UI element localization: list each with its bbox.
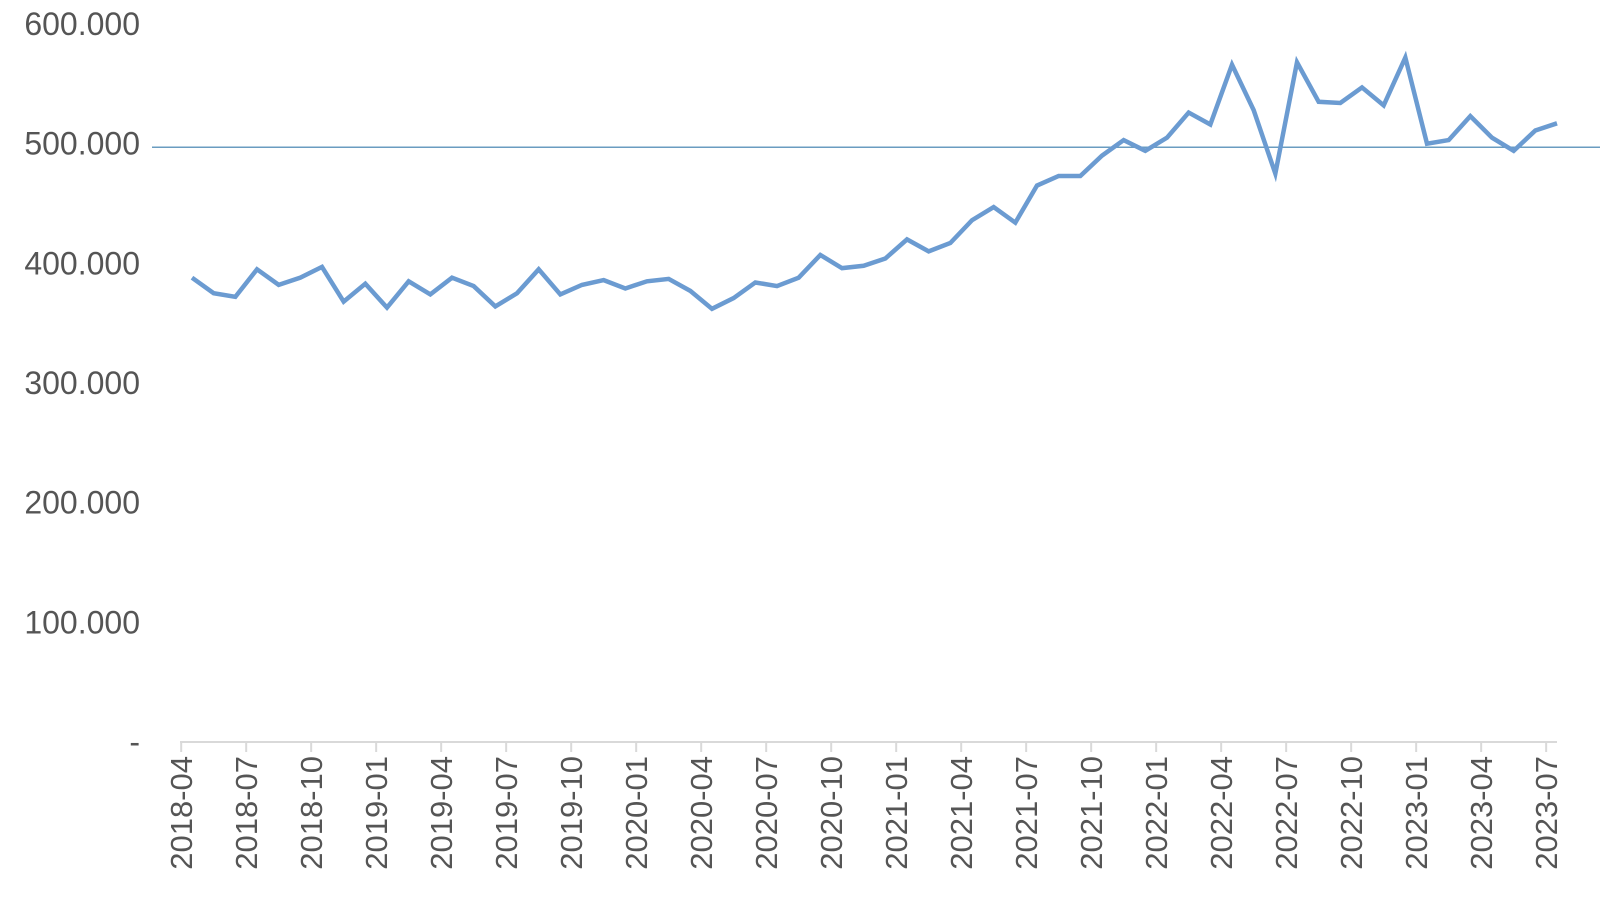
x-tick-label: 2019-07: [489, 756, 524, 870]
data-point: [1533, 129, 1537, 133]
data-point: [472, 284, 476, 288]
data-point: [212, 291, 216, 295]
data-point: [732, 296, 736, 300]
x-axis-ticks: [180, 742, 1548, 752]
data-point: [233, 295, 237, 299]
data-point: [190, 276, 194, 280]
data-point: [558, 292, 562, 296]
x-tick-label: 2021-01: [879, 756, 914, 870]
x-tick-label: 2022-10: [1334, 756, 1369, 870]
x-tick-label: 2020-07: [749, 756, 784, 870]
series-line: [190, 50, 1558, 312]
data-point: [753, 280, 757, 284]
data-point: [1165, 136, 1169, 140]
y-tick-label: -: [129, 724, 140, 760]
data-point: [862, 264, 866, 268]
y-axis-labels: 600.000 500.000 400.000 300.000 200.000 100.0…: [24, 6, 140, 760]
x-tick-label: 2023-07: [1529, 756, 1564, 870]
data-point: [623, 286, 627, 290]
data-point: [1447, 138, 1451, 142]
x-tick-label: 2021-04: [944, 756, 979, 870]
data-point: [883, 257, 887, 261]
x-tick-label: 2019-01: [359, 756, 394, 870]
data-point: [602, 278, 606, 282]
x-tick-label: 2021-07: [1009, 756, 1044, 870]
data-point: [688, 289, 692, 293]
data-point: [1317, 100, 1321, 104]
data-point: [818, 253, 822, 257]
data-point: [905, 237, 909, 241]
x-tick-label: 2021-10: [1074, 756, 1109, 870]
data-point: [1122, 138, 1126, 142]
data-point: [1382, 103, 1386, 107]
data-point: [277, 283, 281, 287]
y-tick-label: 300.000: [24, 365, 140, 401]
data-point: [385, 306, 389, 310]
x-tick-label: 2022-04: [1204, 756, 1239, 870]
data-point: [515, 291, 519, 295]
x-tick-label: 2020-01: [619, 756, 654, 870]
data-point: [667, 277, 671, 281]
data-point: [645, 279, 649, 283]
data-point: [1252, 108, 1256, 112]
data-point: [298, 276, 302, 280]
data-point: [1360, 85, 1364, 89]
data-point: [1035, 184, 1039, 188]
y-tick-label: 200.000: [24, 485, 140, 521]
x-tick-label: 2023-01: [1399, 756, 1434, 870]
data-point: [1187, 111, 1191, 115]
x-tick-label: 2020-04: [684, 756, 719, 870]
x-tick-label: 2019-10: [554, 756, 589, 870]
data-point: [255, 267, 259, 271]
y-tick-label: 600.000: [24, 6, 140, 42]
data-point: [1143, 149, 1147, 153]
x-axis-labels: 2018-04 2018-07 2018-10 2019-01 2019-04 2019-…: [164, 756, 1564, 870]
data-point: [992, 205, 996, 209]
data-point: [1100, 154, 1104, 158]
data-point: [1403, 56, 1407, 60]
x-tick-label: 2019-04: [424, 756, 459, 870]
data-point: [1512, 149, 1516, 153]
x-tick-label: 2018-10: [294, 756, 329, 870]
data-point: [1338, 101, 1342, 105]
data-point: [948, 241, 952, 245]
y-tick-label: 100.000: [24, 604, 140, 640]
data-point: [1490, 136, 1494, 140]
y-tick-label: 400.000: [24, 245, 140, 281]
data-point: [493, 304, 497, 308]
data-point: [710, 307, 714, 311]
data-point: [1013, 221, 1017, 225]
data-point: [342, 300, 346, 304]
data-point: [1078, 174, 1082, 178]
data-point: [1230, 63, 1234, 67]
data-point: [1057, 174, 1061, 178]
data-point: [407, 279, 411, 283]
data-point: [1208, 123, 1212, 127]
y-tick-label: 500.000: [24, 126, 140, 162]
data-point: [840, 266, 844, 270]
data-point: [797, 276, 801, 280]
data-point: [775, 284, 779, 288]
data-point: [1555, 121, 1559, 125]
data-point: [450, 276, 454, 280]
data-point: [363, 282, 367, 286]
data-point: [927, 249, 931, 253]
data-point: [1295, 60, 1299, 64]
data-point: [970, 218, 974, 222]
x-tick-label: 2022-01: [1139, 756, 1174, 870]
data-point: [1425, 142, 1429, 146]
data-point: [537, 267, 541, 271]
x-tick-label: 2020-10: [814, 756, 849, 870]
data-point: [580, 283, 584, 287]
x-tick-label: 2018-04: [164, 756, 199, 870]
data-point: [428, 292, 432, 296]
x-tick-label: 2018-07: [229, 756, 264, 870]
data-point: [1468, 114, 1472, 118]
x-tick-label: 2023-04: [1464, 756, 1499, 870]
data-point: [1273, 172, 1277, 176]
x-tick-label: 2022-07: [1269, 756, 1304, 870]
data-point: [320, 265, 324, 269]
